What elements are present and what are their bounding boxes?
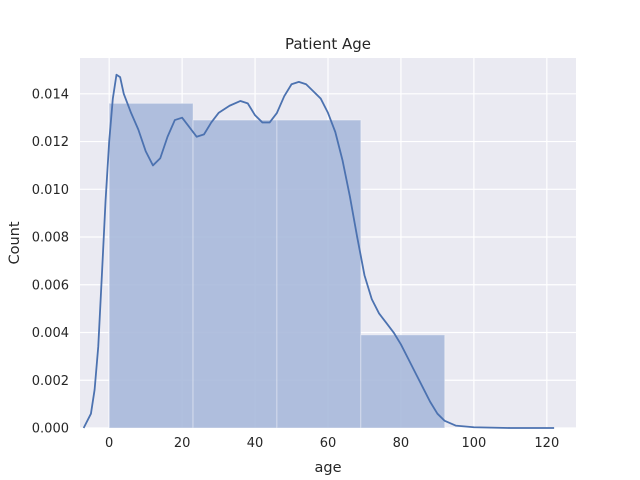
x-tick-label: 80	[393, 436, 410, 451]
x-axis-label: age	[314, 460, 341, 476]
y-axis-label: Count	[7, 221, 23, 264]
histogram-bar	[108, 102, 194, 429]
y-tick-label: 0.012	[32, 135, 69, 150]
y-tick-label: 0.002	[32, 374, 69, 389]
x-tick-label: 60	[320, 436, 337, 451]
histogram-bar	[276, 119, 362, 429]
y-tick-label: 0.010	[32, 183, 69, 198]
histogram-bar	[360, 334, 446, 429]
y-tick-label: 0.008	[32, 231, 69, 246]
y-tick-label: 0.014	[32, 87, 69, 102]
y-tick-label: 0.004	[32, 326, 69, 341]
chart-title: Patient Age	[285, 35, 371, 53]
histogram-bar	[192, 119, 278, 429]
y-tick-label: 0.006	[32, 278, 69, 293]
y-axis-ticks: 0.000 0.002 0.004 0.006 0.008 0.010 0.012 0.014	[32, 87, 69, 436]
x-tick-label: 100	[461, 436, 486, 451]
x-tick-label: 120	[534, 436, 559, 451]
y-tick-label: 0.000	[32, 422, 69, 437]
x-tick-label: 0	[105, 436, 113, 451]
x-tick-label: 40	[247, 436, 264, 451]
histogram-bars	[108, 102, 446, 429]
x-axis-ticks: 0 20 40 60 80 100 120	[105, 436, 559, 451]
x-tick-label: 20	[174, 436, 191, 451]
kde-line	[82, 73, 555, 429]
